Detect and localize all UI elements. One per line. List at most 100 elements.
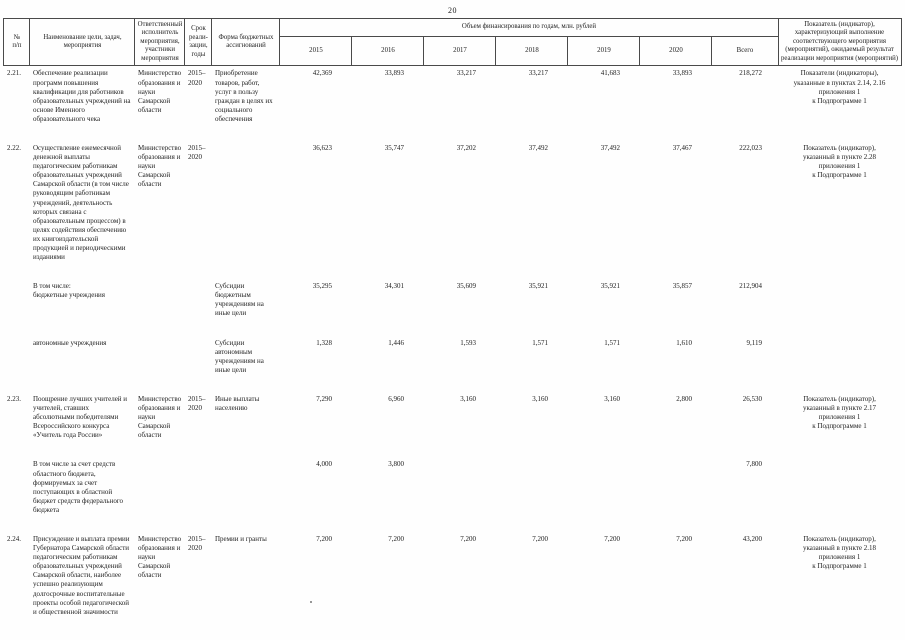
cell-responsible: Министерство образования и науки Самарск… — [137, 69, 182, 114]
table-row: В том числе за счет средств областного б… — [4, 457, 901, 532]
cell-value-2018: 33,217 — [528, 69, 548, 78]
cell-value-2015: 42,369 — [312, 69, 332, 78]
cell-value-2016: 3,800 — [388, 460, 404, 469]
cell-value-2020 — [640, 457, 712, 532]
col-header-funding-group: Объем финансирования по годам, млн. рубл… — [279, 18, 779, 37]
cell-form — [212, 457, 280, 532]
cell-value-2017: 3,160 — [460, 394, 476, 403]
cell-name: В том числе: бюджетные учреждения — [32, 282, 106, 300]
cell-value-2019: 41,683 — [600, 69, 620, 78]
col-header-year-2018: 2018 — [495, 35, 569, 67]
table-row: 2.21. Обеспечение реализации программ пов… — [4, 66, 901, 141]
cell-term: 2015– 2020 — [187, 394, 206, 413]
cell-value-2020: 1,610 — [676, 338, 692, 347]
scan-artifact-dot — [310, 601, 312, 603]
cell-name: автономные учреждения — [32, 338, 107, 347]
col-header-year-2017: 2017 — [423, 35, 497, 67]
cell-form — [212, 141, 280, 279]
cell-form: Премии и гранты — [214, 534, 267, 543]
cell-value-2019: 35,921 — [600, 282, 620, 291]
cell-value-2017: 33,217 — [456, 69, 476, 78]
cell-indicator — [778, 336, 901, 392]
cell-total: 222,023 — [739, 143, 763, 152]
cell-value-2018: 37,492 — [528, 143, 548, 152]
cell-num — [4, 336, 30, 392]
cell-num — [4, 457, 30, 532]
cell-value-2016: 34,301 — [384, 282, 404, 291]
cell-value-2019: 37,492 — [600, 143, 620, 152]
cell-value-2016: 1,446 — [388, 338, 404, 347]
cell-value-2019: 7,200 — [604, 534, 620, 543]
col-header-responsible: Ответственный исполнитель мероприятия, у… — [134, 17, 186, 67]
col-header-year-2020: 2020 — [639, 35, 713, 67]
cell-value-2020: 33,893 — [672, 69, 692, 78]
cell-value-2017: 7,200 — [460, 534, 476, 543]
cell-form: Субсидии автономным учреждениям на иные … — [214, 338, 264, 374]
cell-total: 43,200 — [742, 534, 763, 543]
cell-value-2019: 3,160 — [604, 394, 620, 403]
cell-responsible — [135, 457, 185, 532]
cell-value-2017 — [424, 457, 496, 532]
cell-indicator: Показатель (индикатор), указанный в пунк… — [803, 534, 877, 571]
cell-value-2019 — [568, 457, 640, 532]
cell-term: 2015– 2020 — [187, 534, 206, 553]
cell-indicator: Показатель (индикатор), указанный в пунк… — [803, 143, 877, 180]
col-header-name: Наименование цели, задач, мероприятия — [29, 17, 136, 67]
table-row: 2.23. Поощрение лучших учителей и учителе… — [4, 392, 901, 457]
cell-responsible: Министерство образования и науки Самарск… — [137, 394, 182, 440]
cell-value-2020: 2,800 — [676, 394, 692, 403]
col-header-year-2015: 2015 — [279, 35, 353, 67]
cell-term — [185, 457, 212, 532]
cell-responsible — [135, 336, 185, 392]
cell-responsible — [135, 279, 185, 335]
cell-value-2018: 1,571 — [532, 338, 548, 347]
col-header-total: Всего — [711, 35, 779, 67]
cell-total: 212,904 — [739, 282, 763, 291]
cell-name: Присуждение и выплата премии Губернатора… — [32, 534, 130, 616]
cell-value-2016: 33,893 — [384, 69, 404, 78]
cell-term — [185, 336, 212, 392]
cell-value-2018: 3,160 — [532, 394, 548, 403]
cell-value-2018: 7,200 — [532, 534, 548, 543]
cell-term: 2015– 2020 — [187, 143, 206, 162]
cell-form: Приобретение товаров, работ, услуг в пол… — [214, 69, 273, 123]
col-header-term: Срок реали-зации, годы — [184, 17, 213, 67]
cell-value-2017: 35,609 — [456, 282, 476, 291]
cell-value-2018: 35,921 — [528, 282, 548, 291]
table-row: В том числе: бюджетные учреждения Субсиди… — [4, 279, 901, 335]
cell-value-2019: 1,571 — [604, 338, 620, 347]
header-row-1: № п/п Наименование цели, задач, мероприя… — [3, 17, 902, 67]
cell-num: 2.21. — [6, 69, 21, 78]
cell-term — [185, 279, 212, 335]
cell-indicator: Показатель (индикатор), указанный в пунк… — [803, 394, 877, 431]
table-row: автономные учреждения Субсидии автономным… — [4, 336, 901, 392]
cell-name: Осуществление ежемесячной денежной выпла… — [32, 143, 129, 262]
cell-num: 2.22. — [6, 143, 21, 152]
table-row: 2.24. Присуждение и выплата премии Губерн… — [4, 532, 901, 634]
table-header: № п/п Наименование цели, задач, мероприя… — [3, 17, 902, 67]
cell-total: 218,272 — [739, 69, 763, 78]
cell-value-2020: 37,467 — [672, 143, 692, 152]
cell-num — [4, 279, 30, 335]
cell-num: 2.24. — [6, 534, 21, 543]
cell-name: Обеспечение реализации программ повышени… — [32, 69, 131, 123]
cell-indicator — [778, 457, 901, 532]
cell-value-2015: 7,200 — [316, 534, 332, 543]
cell-total: 26,530 — [742, 394, 763, 403]
cell-value-2017: 1,593 — [460, 338, 476, 347]
table-body: 2.21. Обеспечение реализации программ пов… — [4, 66, 901, 634]
cell-indicator: Показатели (индикаторы), указанные в пун… — [793, 69, 886, 105]
cell-value-2016: 6,960 — [388, 394, 404, 403]
cell-term: 2015– 2020 — [187, 69, 206, 87]
cell-total: 7,800 — [746, 460, 763, 469]
cell-name: В том числе за счет средств областного б… — [32, 460, 124, 514]
table-row: 2.22. Осуществление ежемесячной денежной … — [4, 141, 901, 279]
funding-table: № п/п Наименование цели, задач, мероприя… — [3, 17, 902, 634]
cell-responsible: Министерство образования и науки Самарск… — [137, 143, 182, 189]
cell-value-2015: 7,290 — [316, 394, 332, 403]
cell-responsible: Министерство образования и науки Самарск… — [137, 534, 182, 580]
cell-value-2016: 7,200 — [388, 534, 404, 543]
header-row-2: 2015 2016 2017 2018 2019 2020 Всего — [4, 35, 901, 67]
cell-value-2015: 4,000 — [316, 460, 332, 469]
